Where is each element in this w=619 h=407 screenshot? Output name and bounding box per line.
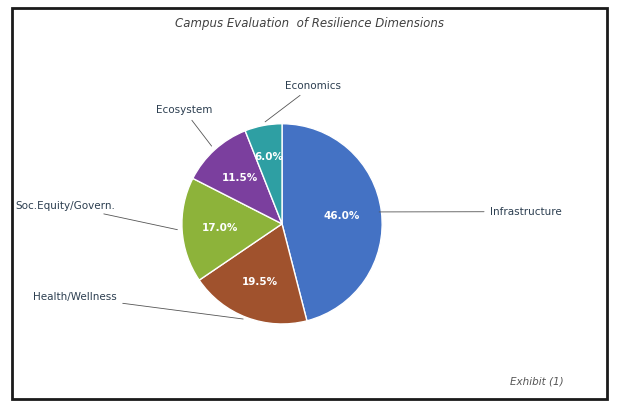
Wedge shape — [193, 131, 282, 224]
Text: Exhibit (1): Exhibit (1) — [509, 376, 563, 387]
Text: Soc.Equity/Govern.: Soc.Equity/Govern. — [15, 201, 178, 230]
Text: 46.0%: 46.0% — [324, 211, 360, 221]
Text: Ecosystem: Ecosystem — [156, 105, 212, 146]
Wedge shape — [245, 124, 282, 224]
Text: Economics: Economics — [265, 81, 340, 122]
Wedge shape — [199, 224, 307, 324]
Text: 6.0%: 6.0% — [255, 152, 284, 162]
Text: 19.5%: 19.5% — [242, 277, 278, 287]
Wedge shape — [282, 124, 382, 321]
Text: 11.5%: 11.5% — [222, 173, 258, 183]
Wedge shape — [182, 178, 282, 280]
Title: Campus Evaluation  of Resilience Dimensions: Campus Evaluation of Resilience Dimensio… — [175, 17, 444, 30]
Text: 17.0%: 17.0% — [202, 223, 238, 233]
Text: Infrastructure: Infrastructure — [379, 207, 561, 217]
Text: Health/Wellness: Health/Wellness — [33, 292, 243, 319]
